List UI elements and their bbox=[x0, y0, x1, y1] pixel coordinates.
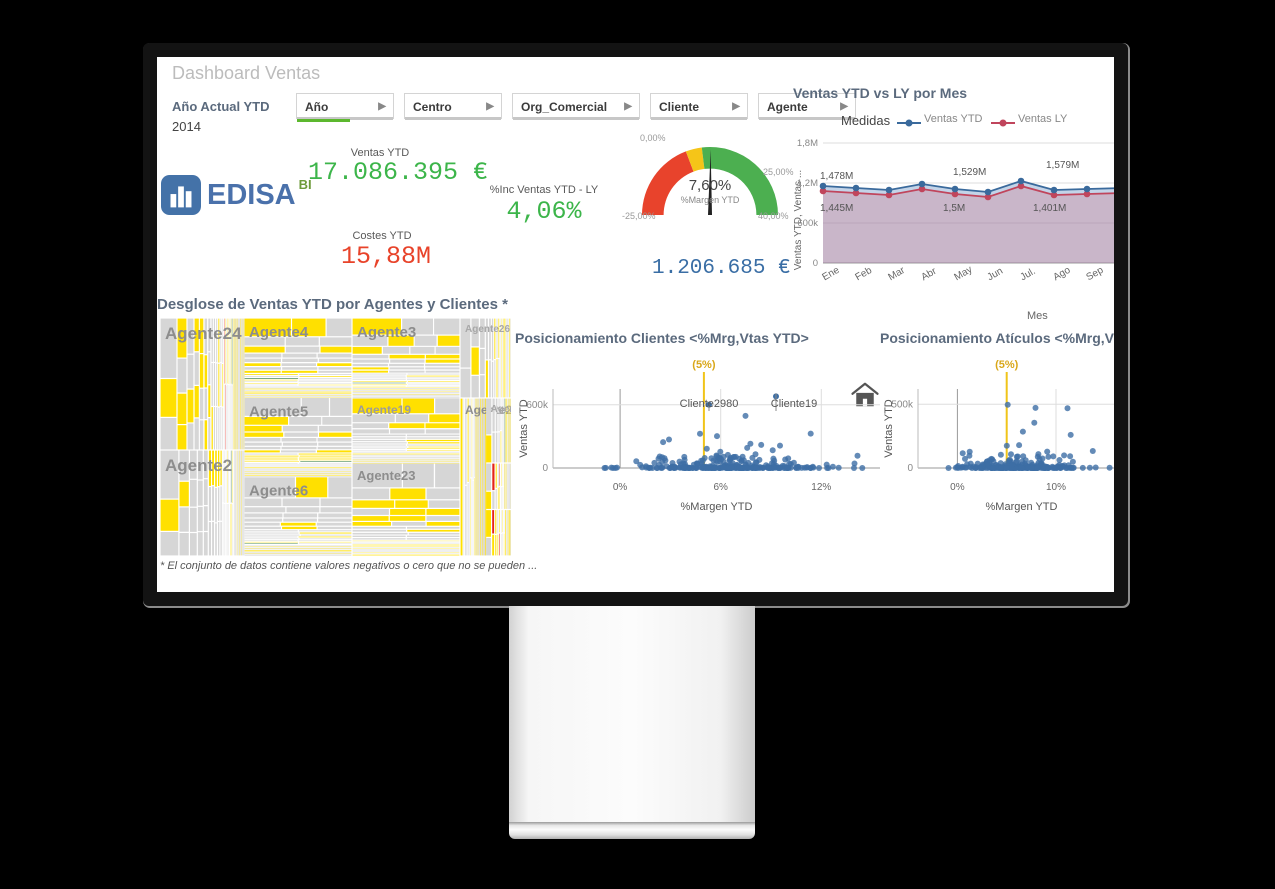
svg-text:Agente4: Agente4 bbox=[249, 324, 309, 341]
svg-text:1,5M: 1,5M bbox=[943, 203, 965, 214]
svg-text:Mar: Mar bbox=[887, 265, 908, 283]
svg-text:Ventas YTD: Ventas YTD bbox=[883, 399, 895, 458]
svg-text:Agente26: Agente26 bbox=[465, 324, 510, 335]
svg-text:(5%): (5%) bbox=[692, 359, 716, 371]
svg-text:1,478M: 1,478M bbox=[820, 171, 853, 182]
svg-text:Agente19: Agente19 bbox=[357, 403, 411, 417]
svg-text:Ventas YTD: Ventas YTD bbox=[518, 399, 530, 458]
svg-text:6%: 6% bbox=[713, 482, 728, 493]
svg-text:May: May bbox=[953, 264, 975, 283]
svg-text:Ago: Ago bbox=[1052, 265, 1073, 284]
svg-text:1,2M: 1,2M bbox=[797, 178, 818, 189]
svg-text:Jun: Jun bbox=[986, 266, 1005, 284]
svg-text:Agente2: Agente2 bbox=[165, 456, 232, 475]
svg-text:Jul.: Jul. bbox=[1019, 266, 1038, 283]
svg-text:0%: 0% bbox=[613, 482, 628, 493]
svg-text:0: 0 bbox=[542, 463, 548, 474]
svg-text:Cliente19: Cliente19 bbox=[771, 398, 817, 410]
svg-text:Agente6: Agente6 bbox=[249, 483, 308, 500]
svg-text:12%: 12% bbox=[811, 482, 831, 493]
svg-text:Abr: Abr bbox=[920, 266, 940, 284]
svg-text:1,8M: 1,8M bbox=[797, 138, 818, 149]
svg-text:Feb: Feb bbox=[854, 265, 875, 283]
svg-text:Agente5: Agente5 bbox=[249, 403, 308, 420]
svg-text:0: 0 bbox=[907, 463, 913, 474]
svg-text:0: 0 bbox=[813, 258, 818, 269]
svg-text:%Margen YTD: %Margen YTD bbox=[681, 501, 753, 513]
svg-text:1,401M: 1,401M bbox=[1033, 203, 1066, 214]
svg-text:Agente3: Agente3 bbox=[357, 324, 416, 341]
svg-text:10%: 10% bbox=[1046, 482, 1066, 493]
svg-text:600k: 600k bbox=[797, 218, 818, 229]
svg-text:1,445M: 1,445M bbox=[820, 203, 853, 214]
svg-text:Agente22: Agente22 bbox=[491, 404, 512, 415]
svg-text:Sep: Sep bbox=[1085, 265, 1106, 284]
svg-text:Cliente2980: Cliente2980 bbox=[680, 398, 739, 410]
svg-text:Agente24: Agente24 bbox=[165, 324, 242, 343]
svg-text:Ene: Ene bbox=[821, 265, 842, 284]
svg-text:0%: 0% bbox=[950, 482, 965, 493]
svg-text:1,579M: 1,579M bbox=[1046, 160, 1079, 171]
svg-text:1,529M: 1,529M bbox=[953, 167, 986, 178]
svg-text:(5%): (5%) bbox=[995, 359, 1019, 371]
svg-text:%Margen YTD: %Margen YTD bbox=[986, 501, 1058, 513]
svg-text:Agente23: Agente23 bbox=[357, 468, 416, 483]
